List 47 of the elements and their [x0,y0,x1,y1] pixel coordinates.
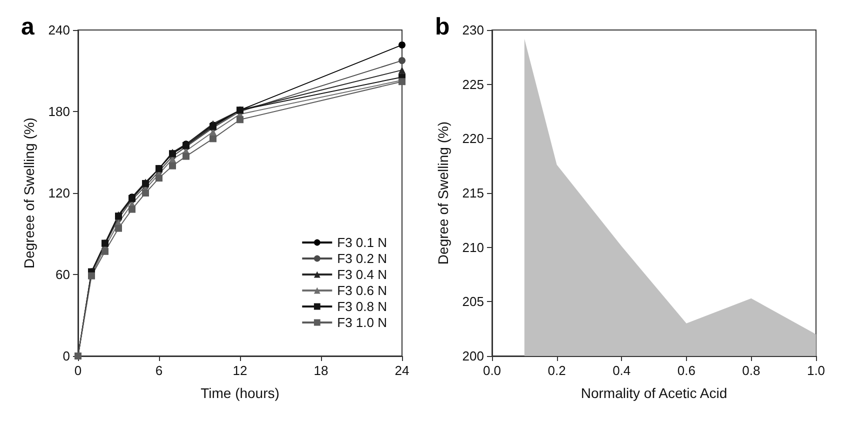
y-tick-label: 215 [462,186,484,200]
x-tick-label: 18 [314,363,328,378]
chart-title: b [435,14,450,40]
y-axis-title: Degree of Swelling (%) [435,121,451,265]
point [102,248,108,255]
legend-label: F3 1.0 N [337,315,388,330]
x-tick-label: 1.0 [806,363,826,378]
y-tick-label: 240 [48,22,70,38]
point [169,162,176,170]
x-tick-label: 0.8 [742,363,760,378]
legend-label: F3 0.6 N [337,283,388,298]
x-tick-label: 6 [155,363,163,378]
y-tick-label: 200 [462,348,484,364]
y-tick-label: 205 [462,294,484,310]
legend-label: F3 0.2 N [337,251,388,266]
point [398,66,406,74]
y-tick-label: 120 [48,186,70,200]
point [398,41,406,48]
y-tick-label: 230 [462,22,484,38]
x-tick-label: 0.4 [612,363,631,378]
x-axis-title: Normality of Acetic Acid [580,385,728,401]
x-tick-label: 12 [232,363,248,378]
x-tick-label: 0.0 [482,363,502,378]
point [398,57,406,64]
point [210,135,216,142]
x-tick-label: 0.2 [548,363,566,378]
y-tick-label: 0 [62,348,70,364]
point [142,190,149,196]
point [182,152,190,160]
y-tick-label: 60 [56,267,70,282]
y-tick-label: 220 [462,131,484,146]
y-tick-label: 225 [462,76,484,92]
x-axis-title: Time (hours) [200,385,280,401]
x-tick-label: 0.6 [677,363,696,378]
y-tick-label: 210 [462,240,484,255]
x-tick-label: 24 [394,363,410,378]
point [115,224,122,232]
y-axis-title: Degreee of Swelling (%) [21,118,37,268]
chart-title: a [21,14,35,40]
x-tick-label: 0 [74,363,82,378]
point [128,206,136,213]
y-tick-label: 180 [48,104,70,119]
legend-label: F3 0.8 N [337,299,388,314]
point [236,116,244,124]
legend-label: F3 0.4 N [337,267,388,282]
point [156,174,162,182]
legend-label: F3 0.1 N [337,235,388,250]
